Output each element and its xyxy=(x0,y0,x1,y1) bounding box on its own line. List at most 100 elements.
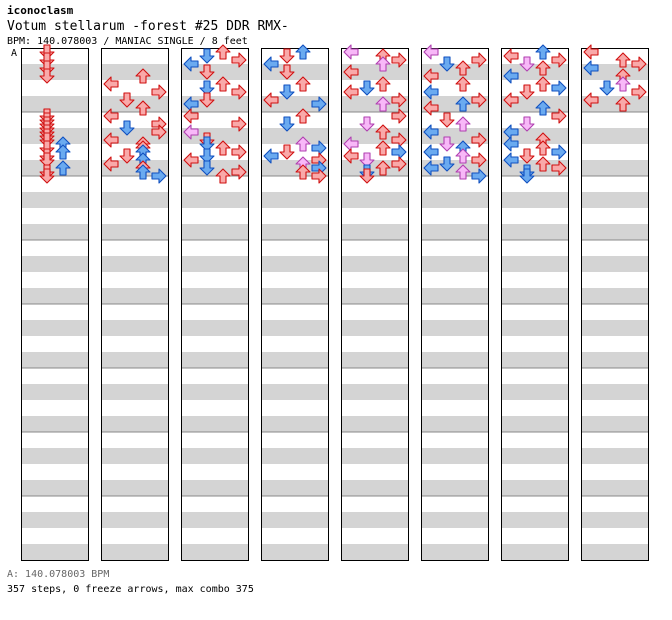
step-arrow-right xyxy=(311,96,327,112)
beat-stripe xyxy=(101,352,168,368)
step-arrow-up xyxy=(55,160,71,176)
step-arrow-down xyxy=(119,148,135,164)
beat-stripe xyxy=(341,512,408,528)
step-arrow-up xyxy=(375,76,391,92)
step-arrow-left xyxy=(583,60,599,76)
beat-stripe xyxy=(101,192,168,208)
beat-stripe xyxy=(101,384,168,400)
column-border xyxy=(261,48,329,561)
beat-stripe xyxy=(101,448,168,464)
step-arrow-up xyxy=(135,164,151,180)
beat-stripe xyxy=(261,416,328,432)
step-arrow-left xyxy=(343,64,359,80)
beat-stripe xyxy=(21,320,88,336)
step-arrow-left xyxy=(263,92,279,108)
step-arrow-left xyxy=(103,76,119,92)
beat-stripe xyxy=(421,288,488,304)
step-arrow-left xyxy=(103,108,119,124)
beat-stripe xyxy=(261,224,328,240)
step-arrow-up xyxy=(215,44,231,60)
column-border xyxy=(421,48,489,561)
step-arrow-right xyxy=(551,160,567,176)
step-arrow-left xyxy=(423,144,439,160)
step-arrow-left xyxy=(583,92,599,108)
step-arrow-down xyxy=(359,152,375,168)
step-arrow-right xyxy=(231,84,247,100)
step-arrow-down xyxy=(279,116,295,132)
step-arrow-up xyxy=(455,116,471,132)
beat-stripe xyxy=(101,544,168,560)
beat-stripe xyxy=(101,416,168,432)
beat-stripe xyxy=(501,448,568,464)
beat-stripe xyxy=(181,384,248,400)
section-marker: A xyxy=(11,48,18,59)
step-arrow-down xyxy=(519,56,535,72)
beat-stripe xyxy=(581,416,648,432)
step-arrow-up xyxy=(615,52,631,68)
beat-stripe xyxy=(501,224,568,240)
column-border xyxy=(501,48,569,561)
step-arrow-left xyxy=(343,44,359,60)
beat-stripe xyxy=(261,192,328,208)
chart-info: BPM: 140.078003 / MANIAC SINGLE / 8 feet xyxy=(7,36,248,47)
step-arrow-left xyxy=(343,84,359,100)
beat-stripe xyxy=(421,544,488,560)
step-arrow-down xyxy=(199,160,215,176)
step-arrow-down xyxy=(599,80,615,96)
beat-stripe xyxy=(341,128,408,144)
step-arrow-left xyxy=(423,44,439,60)
beat-stripe xyxy=(421,480,488,496)
beat-stripe xyxy=(581,160,648,176)
beat-stripe xyxy=(261,544,328,560)
column-border xyxy=(101,48,169,561)
beat-stripe xyxy=(501,192,568,208)
beat-stripe xyxy=(341,64,408,80)
beat-stripe xyxy=(261,512,328,528)
step-arrow-up xyxy=(295,44,311,60)
beat-stripe xyxy=(501,512,568,528)
step-arrow-down xyxy=(519,84,535,100)
step-arrow-up xyxy=(135,100,151,116)
step-arrow-down xyxy=(39,152,55,168)
beat-stripe xyxy=(421,320,488,336)
step-arrow-right xyxy=(551,80,567,96)
beat-stripe xyxy=(341,192,408,208)
beat-stripe xyxy=(261,480,328,496)
beat-stripe xyxy=(101,96,168,112)
step-arrow-down xyxy=(199,48,215,64)
beat-stripe xyxy=(421,384,488,400)
column-border xyxy=(581,48,649,561)
step-arrow-right xyxy=(151,168,167,184)
step-arrow-right xyxy=(631,56,647,72)
step-arrow-up xyxy=(55,144,71,160)
step-arrow-right xyxy=(311,168,327,184)
beat-stripe xyxy=(501,544,568,560)
step-arrow-up xyxy=(535,76,551,92)
beat-stripe xyxy=(21,384,88,400)
chart-column xyxy=(261,48,329,561)
beat-stripe xyxy=(181,96,248,112)
beat-stripe xyxy=(181,224,248,240)
step-arrow-left xyxy=(103,132,119,148)
step-arrow-up xyxy=(535,140,551,156)
step-arrow-down xyxy=(199,92,215,108)
beat-stripe xyxy=(341,288,408,304)
step-arrow-left xyxy=(423,124,439,140)
step-arrow-down xyxy=(279,64,295,80)
step-arrow-up xyxy=(535,156,551,172)
beat-stripe xyxy=(581,288,648,304)
beat-stripe xyxy=(181,192,248,208)
step-arrow-down xyxy=(519,168,535,184)
beat-stripe xyxy=(101,224,168,240)
step-arrow-up xyxy=(455,60,471,76)
step-arrow-up xyxy=(455,164,471,180)
beat-stripe xyxy=(421,448,488,464)
step-arrow-left xyxy=(503,152,519,168)
beat-stripe xyxy=(501,480,568,496)
beat-stripe xyxy=(181,288,248,304)
step-arrow-down xyxy=(119,120,135,136)
step-arrow-left xyxy=(423,68,439,84)
step-arrow-down xyxy=(199,136,215,152)
beat-stripe xyxy=(21,416,88,432)
step-arrow-up xyxy=(455,148,471,164)
